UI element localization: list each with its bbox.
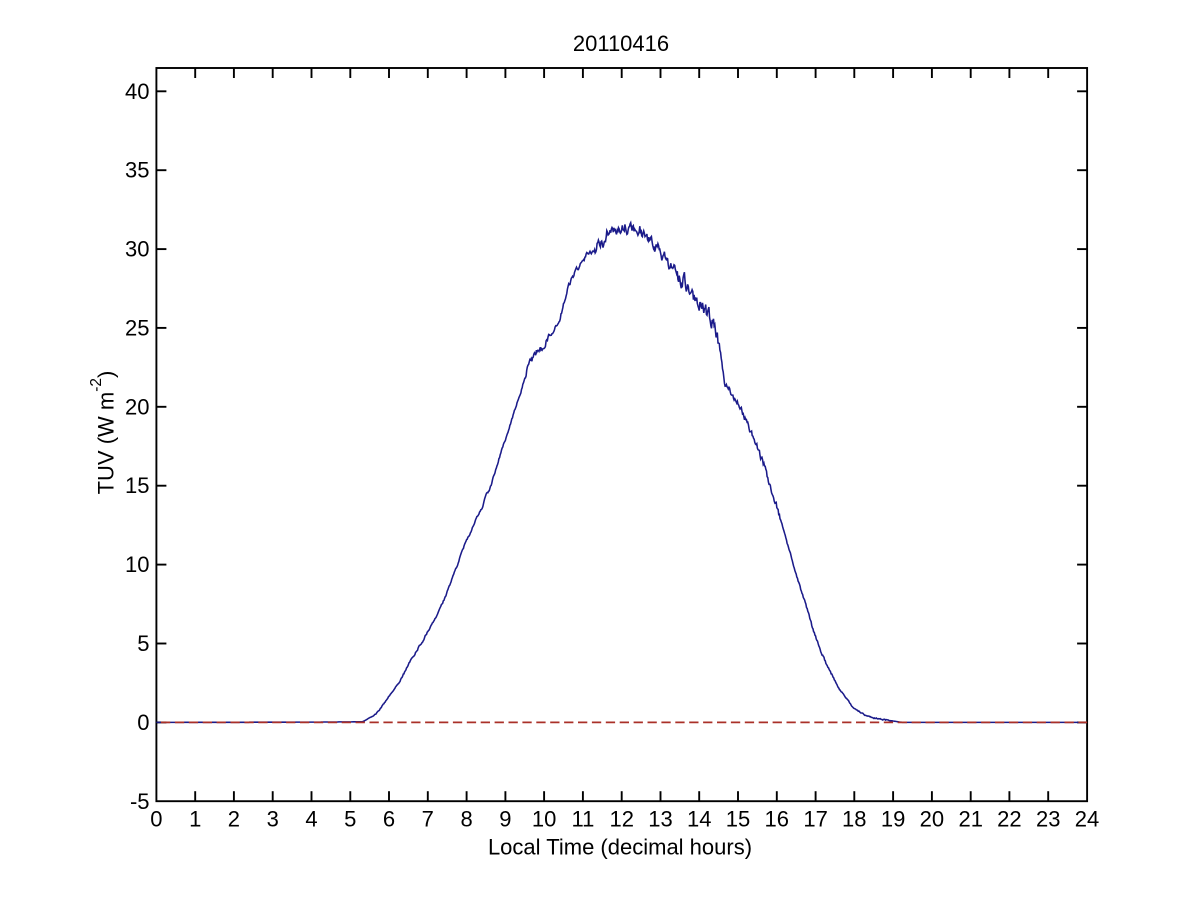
svg-text:40: 40: [125, 79, 149, 104]
svg-text:17: 17: [803, 807, 827, 832]
svg-text:15: 15: [726, 807, 750, 832]
svg-text:4: 4: [305, 807, 317, 832]
svg-text:35: 35: [125, 158, 149, 183]
svg-text:21: 21: [958, 807, 982, 832]
svg-text:Local Time (decimal hours): Local Time (decimal hours): [488, 835, 752, 860]
svg-text:13: 13: [648, 807, 672, 832]
svg-text:20: 20: [125, 394, 149, 419]
svg-text:24: 24: [1075, 807, 1099, 832]
svg-text:10: 10: [532, 807, 556, 832]
svg-text:1: 1: [189, 807, 201, 832]
svg-text:0: 0: [137, 710, 149, 735]
svg-text:30: 30: [125, 237, 149, 262]
svg-text:2: 2: [228, 807, 240, 832]
svg-text:23: 23: [1036, 807, 1060, 832]
svg-text:12: 12: [609, 807, 633, 832]
svg-text:0: 0: [150, 807, 162, 832]
svg-text:22: 22: [997, 807, 1021, 832]
svg-text:7: 7: [422, 807, 434, 832]
svg-text:25: 25: [125, 315, 149, 340]
svg-text:10: 10: [125, 552, 149, 577]
svg-text:5: 5: [137, 631, 149, 656]
svg-text:6: 6: [383, 807, 395, 832]
svg-text:16: 16: [765, 807, 789, 832]
svg-text:20: 20: [920, 807, 944, 832]
svg-text:3: 3: [267, 807, 279, 832]
svg-text:15: 15: [125, 473, 149, 498]
svg-text:14: 14: [687, 807, 711, 832]
svg-text:-5: -5: [130, 789, 150, 814]
svg-text:9: 9: [499, 807, 511, 832]
svg-text:18: 18: [842, 807, 866, 832]
svg-text:19: 19: [881, 807, 905, 832]
svg-text:20110416: 20110416: [573, 31, 669, 56]
svg-text:8: 8: [460, 807, 472, 832]
svg-text:11: 11: [571, 807, 594, 832]
svg-text:5: 5: [344, 807, 356, 832]
